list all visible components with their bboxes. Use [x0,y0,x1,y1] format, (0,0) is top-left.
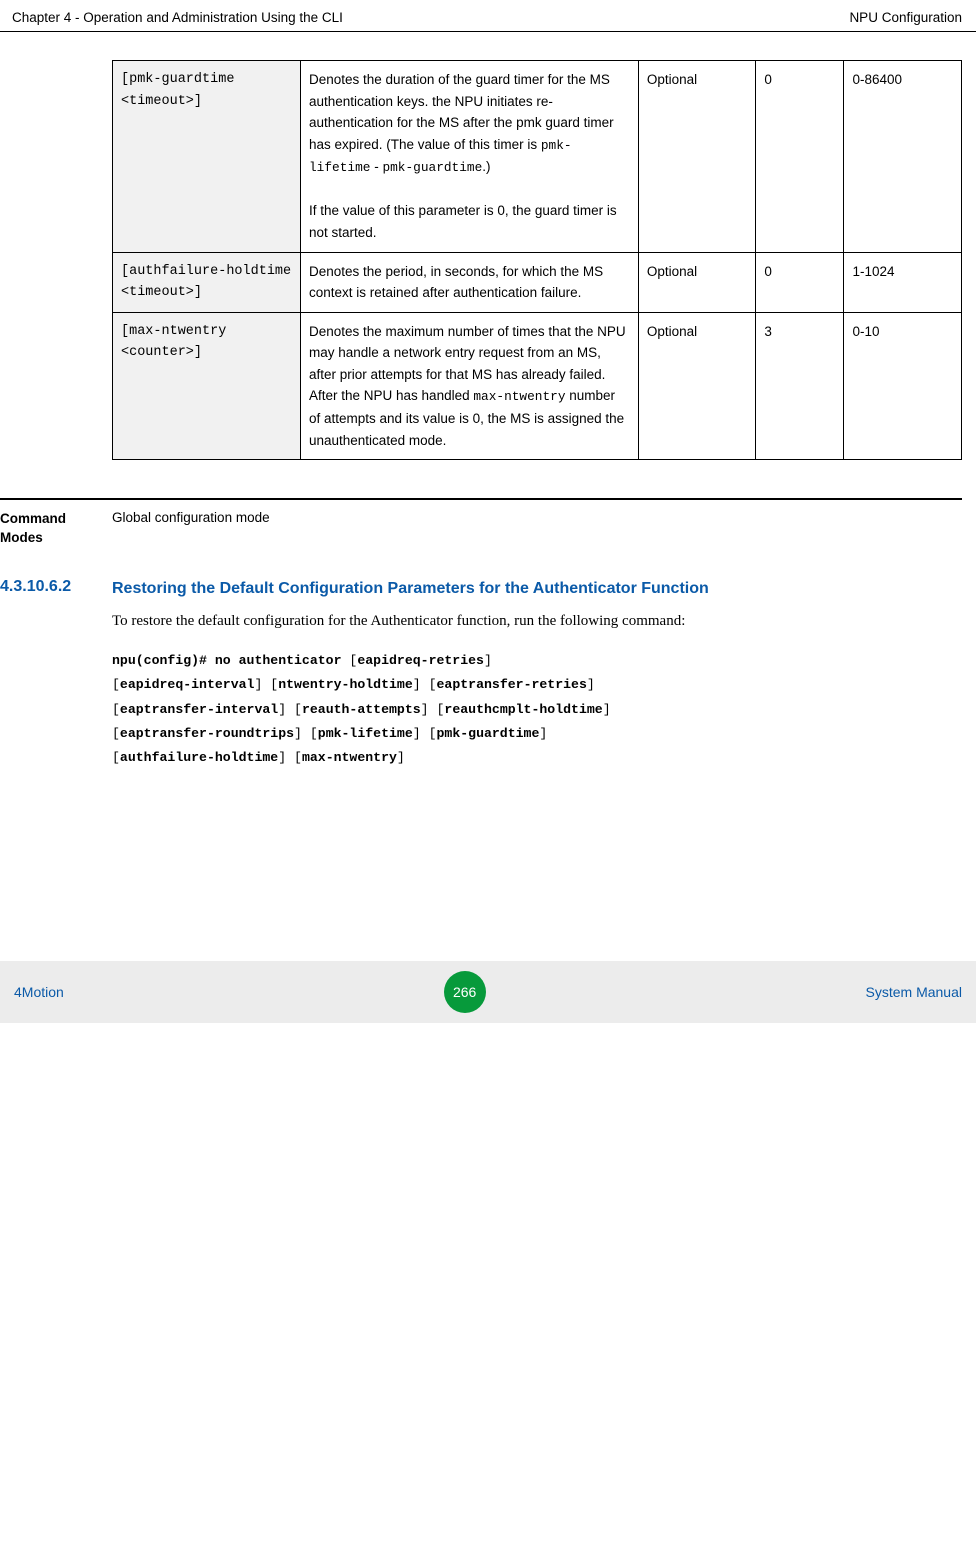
page-content: [pmk-guardtime <timeout>] Denotes the du… [0,32,976,771]
cmd-line: [eapidreq-interval] [ntwentry-holdtime] … [112,673,962,697]
param-name: [authfailure-holdtime <timeout>] [113,252,301,312]
cmd-line: npu(config)# no authenticator [eapidreq-… [112,649,962,673]
section-body: To restore the default configuration for… [112,610,962,633]
parameter-table: [pmk-guardtime <timeout>] Denotes the du… [112,60,962,460]
command-block: npu(config)# no authenticator [eapidreq-… [112,649,962,771]
footer-right: System Manual [866,984,962,1000]
param-default: 3 [756,312,844,459]
section-title: Restoring the Default Configuration Para… [112,578,962,600]
param-range: 0-86400 [844,61,962,253]
page-footer: 4Motion 266 System Manual [0,961,976,1023]
param-name: [pmk-guardtime <timeout>] [113,61,301,253]
command-modes-block: Command Modes Global configuration mode [0,498,962,548]
param-presence: Optional [638,61,756,253]
header-right: NPU Configuration [849,10,962,25]
param-presence: Optional [638,312,756,459]
page-number-badge: 266 [444,971,486,1013]
param-desc: Denotes the maximum number of times that… [301,312,639,459]
cmd-line: [eaptransfer-roundtrips] [pmk-lifetime] … [112,722,962,746]
cmd-line: [eaptransfer-interval] [reauth-attempts]… [112,698,962,722]
page-header: Chapter 4 - Operation and Administration… [0,0,976,32]
table-row: [pmk-guardtime <timeout>] Denotes the du… [113,61,962,253]
param-desc: Denotes the duration of the guard timer … [301,61,639,253]
param-desc: Denotes the period, in seconds, for whic… [301,252,639,312]
param-range: 1-1024 [844,252,962,312]
param-range: 0-10 [844,312,962,459]
command-modes-label: Command Modes [0,510,112,548]
header-left: Chapter 4 - Operation and Administration… [12,10,343,25]
command-modes-value: Global configuration mode [112,510,270,548]
table-row: [authfailure-holdtime <timeout>] Denotes… [113,252,962,312]
table-row: [max-ntwentry <counter>] Denotes the max… [113,312,962,459]
section-number: 4.3.10.6.2 [0,578,112,600]
param-presence: Optional [638,252,756,312]
section-heading: 4.3.10.6.2 Restoring the Default Configu… [0,578,962,600]
param-default: 0 [756,252,844,312]
param-default: 0 [756,61,844,253]
footer-left: 4Motion [14,984,64,1000]
param-name: [max-ntwentry <counter>] [113,312,301,459]
cmd-line: [authfailure-holdtime] [max-ntwentry] [112,746,962,770]
